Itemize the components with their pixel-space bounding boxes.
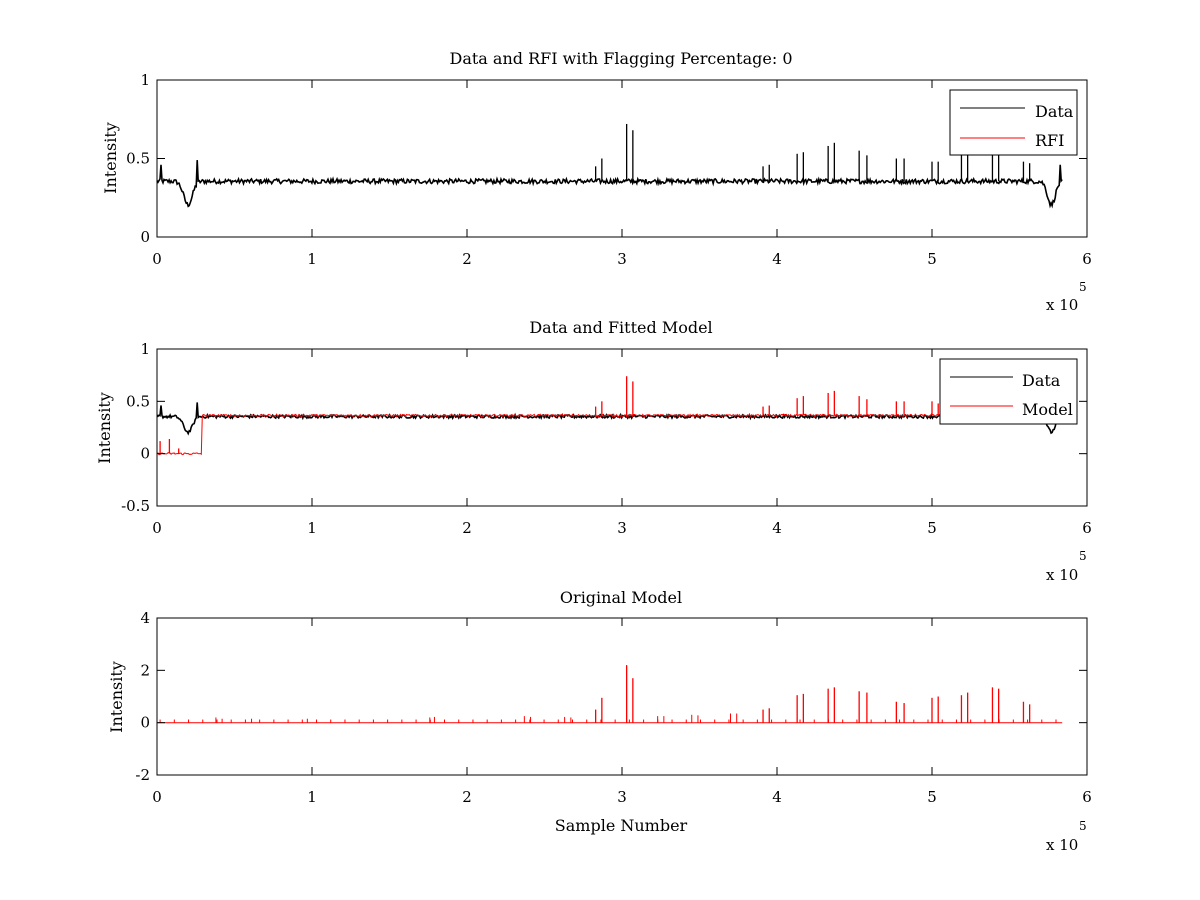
- y-tick-label: 0: [140, 445, 150, 463]
- x-tick-label: 6: [1082, 519, 1092, 537]
- panel-2-legend: Data Model: [939, 358, 1078, 425]
- y-tick-label: -0.5: [121, 497, 150, 515]
- panel-1-ticks: 0 1 2 3 4 5 6 0 0.5 1: [126, 71, 1092, 268]
- x-tick-label: 2: [462, 250, 472, 268]
- y-tick-label: 4: [140, 609, 150, 627]
- panel-2-ylabel: Intensity: [95, 392, 114, 464]
- panel-1-ylabel: Intensity: [101, 122, 120, 194]
- y-tick-label: 0.5: [126, 392, 150, 410]
- panel-3-title: Original Model: [560, 588, 682, 607]
- x-tick-label: 0: [152, 250, 162, 268]
- panel-2-ticks: 0 1 2 3 4 5 6-0.500.51: [121, 340, 1092, 537]
- panel-3-plot: [157, 665, 1063, 724]
- x-tick-label: 4: [772, 250, 782, 268]
- y-tick-label: 2: [140, 661, 150, 679]
- panel-1-x-multiplier: x 10: [1046, 296, 1078, 314]
- panel-2-legend-label-data: Data: [1022, 371, 1061, 390]
- panel-2: Data and Fitted Model 0 1 2 3 4 5 6-0.500.51 I…: [95, 318, 1092, 584]
- x-tick-label: 4: [772, 519, 782, 537]
- x-tick-label: 6: [1082, 250, 1092, 268]
- x-tick-label: 5: [927, 250, 937, 268]
- panel-3-x-multiplier-exponent: 5: [1079, 819, 1087, 833]
- y-tick-label: 1: [140, 71, 150, 89]
- x-tick-label: 3: [617, 519, 627, 537]
- x-tick-label: 5: [927, 519, 937, 537]
- panel-1-legend: Data RFI: [949, 89, 1078, 156]
- panel-2-plot: [156, 376, 1063, 456]
- panel-2-x-multiplier-exponent: 5: [1079, 549, 1087, 563]
- x-tick-label: 6: [1082, 788, 1092, 806]
- x-tick-label: 5: [927, 788, 937, 806]
- y-tick-label: 0.5: [126, 150, 150, 168]
- x-tick-label: 1: [307, 788, 317, 806]
- panel-3-x-multiplier: x 10: [1046, 836, 1078, 854]
- panel-3-xlabel: Sample Number: [555, 816, 688, 835]
- y-tick-label: 1: [140, 340, 150, 358]
- x-tick-label: 1: [307, 250, 317, 268]
- panel-1-plot: [156, 123, 1063, 209]
- panel-2-legend-label-model: Model: [1022, 400, 1073, 419]
- panel-1-axes: [156, 79, 1088, 238]
- x-tick-label: 2: [462, 788, 472, 806]
- panel-3-axes: [156, 617, 1088, 776]
- x-tick-label: 3: [617, 250, 627, 268]
- panel-2-x-multiplier: x 10: [1046, 566, 1078, 584]
- y-tick-label: 0: [140, 714, 150, 732]
- x-tick-label: 1: [307, 519, 317, 537]
- x-tick-label: 4: [772, 788, 782, 806]
- panel-3-ylabel: Intensity: [107, 661, 126, 733]
- x-tick-label: 3: [617, 788, 627, 806]
- panel-2-legend-box: [939, 358, 1078, 425]
- series-line-model: [156, 413, 1063, 456]
- panel-1-x-multiplier-exponent: 5: [1079, 280, 1087, 294]
- y-tick-label: -2: [135, 766, 150, 784]
- panel-1: Data and RFI with Flagging Percentage: 0…: [101, 49, 1092, 314]
- panel-2-title: Data and Fitted Model: [529, 318, 712, 337]
- series-line-data: [156, 160, 1063, 209]
- x-tick-label: 0: [152, 519, 162, 537]
- panel-1-title: Data and RFI with Flagging Percentage: 0: [449, 49, 792, 68]
- x-tick-label: 2: [462, 519, 472, 537]
- panel-2-axes: [156, 348, 1088, 507]
- panel-1-legend-label-rfi: RFI: [1035, 131, 1064, 150]
- y-tick-label: 0: [140, 228, 150, 246]
- x-tick-label: 0: [152, 788, 162, 806]
- panel-1-legend-box: [949, 89, 1078, 156]
- panel-1-legend-label-data: Data: [1035, 102, 1074, 121]
